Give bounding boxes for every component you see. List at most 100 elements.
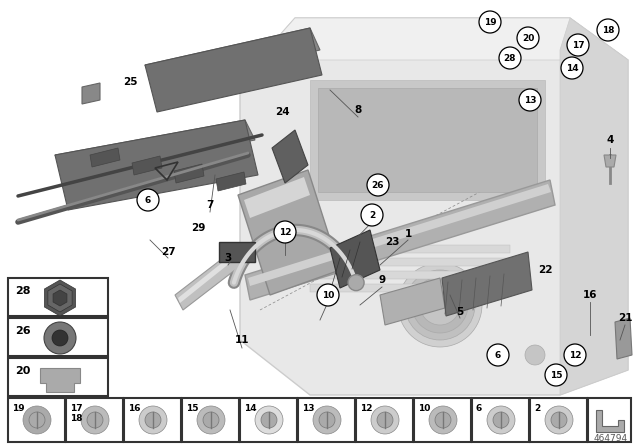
Text: 6: 6 — [495, 350, 501, 359]
Circle shape — [23, 406, 51, 434]
Bar — [310, 271, 510, 279]
Bar — [356, 398, 413, 442]
Bar — [530, 398, 587, 442]
Text: 3: 3 — [225, 253, 232, 263]
Text: 464794: 464794 — [594, 434, 628, 443]
Bar — [240, 398, 297, 442]
Text: 17: 17 — [572, 40, 584, 49]
Bar — [310, 245, 510, 253]
Text: 2: 2 — [369, 211, 375, 220]
Text: 14: 14 — [566, 64, 579, 73]
Circle shape — [313, 406, 341, 434]
Polygon shape — [145, 28, 322, 112]
Text: 24: 24 — [275, 107, 289, 117]
Circle shape — [197, 406, 225, 434]
Circle shape — [517, 27, 539, 49]
Text: 28: 28 — [15, 286, 31, 296]
Circle shape — [435, 412, 451, 428]
Polygon shape — [615, 318, 632, 359]
Text: 18: 18 — [602, 26, 614, 34]
Circle shape — [348, 275, 364, 291]
Polygon shape — [40, 368, 80, 392]
Polygon shape — [219, 242, 255, 262]
Text: 23: 23 — [385, 237, 399, 247]
Circle shape — [412, 277, 468, 333]
Text: 5: 5 — [456, 307, 463, 317]
Circle shape — [139, 406, 167, 434]
Polygon shape — [240, 18, 628, 80]
Bar — [472, 398, 529, 442]
Bar — [8, 278, 108, 316]
Circle shape — [203, 412, 219, 428]
Text: 17
18: 17 18 — [70, 404, 83, 423]
Text: 15: 15 — [186, 404, 198, 413]
Polygon shape — [380, 278, 445, 325]
Text: 7: 7 — [206, 200, 214, 210]
Text: 15: 15 — [550, 370, 563, 379]
Bar — [66, 398, 123, 442]
Circle shape — [551, 412, 567, 428]
Text: 2: 2 — [534, 404, 540, 413]
Text: 26: 26 — [15, 326, 31, 336]
Polygon shape — [175, 245, 248, 310]
Circle shape — [567, 34, 589, 56]
Polygon shape — [330, 230, 380, 288]
Text: 22: 22 — [538, 265, 552, 275]
Circle shape — [487, 344, 509, 366]
Text: 12: 12 — [569, 350, 581, 359]
Polygon shape — [44, 280, 76, 316]
Bar — [310, 258, 510, 266]
Text: 19: 19 — [484, 17, 496, 26]
Text: 21: 21 — [618, 313, 632, 323]
Polygon shape — [596, 410, 624, 432]
Circle shape — [479, 11, 501, 33]
Text: 1: 1 — [404, 229, 412, 239]
Polygon shape — [48, 284, 72, 312]
Text: 8: 8 — [355, 105, 362, 115]
Bar — [414, 398, 471, 442]
Circle shape — [137, 189, 159, 211]
Text: 27: 27 — [161, 247, 175, 257]
Bar — [8, 318, 108, 356]
Circle shape — [29, 412, 45, 428]
Polygon shape — [174, 164, 204, 183]
Circle shape — [519, 89, 541, 111]
Polygon shape — [216, 172, 246, 191]
Circle shape — [377, 412, 393, 428]
Text: 10: 10 — [322, 290, 334, 300]
Circle shape — [317, 284, 339, 306]
Circle shape — [371, 406, 399, 434]
Text: 16: 16 — [128, 404, 141, 413]
Text: 25: 25 — [123, 77, 137, 87]
Circle shape — [545, 406, 573, 434]
Circle shape — [420, 285, 460, 325]
Polygon shape — [560, 18, 628, 395]
Text: 9: 9 — [378, 275, 385, 285]
Circle shape — [487, 406, 515, 434]
Bar — [588, 398, 631, 442]
Circle shape — [261, 412, 277, 428]
Text: 19: 19 — [12, 404, 24, 413]
Polygon shape — [240, 18, 628, 395]
Bar — [8, 358, 108, 396]
Polygon shape — [310, 80, 545, 200]
Text: 29: 29 — [191, 223, 205, 233]
Polygon shape — [248, 184, 551, 286]
Text: 6: 6 — [145, 195, 151, 204]
Polygon shape — [318, 88, 537, 192]
Bar — [310, 284, 510, 292]
Polygon shape — [442, 252, 532, 316]
Text: 20: 20 — [522, 34, 534, 43]
Circle shape — [145, 412, 161, 428]
Polygon shape — [90, 148, 120, 167]
Circle shape — [564, 344, 586, 366]
Text: 12: 12 — [360, 404, 372, 413]
Polygon shape — [55, 120, 258, 210]
Text: 20: 20 — [15, 366, 30, 376]
Polygon shape — [272, 130, 308, 183]
Circle shape — [525, 345, 545, 365]
Circle shape — [274, 221, 296, 243]
Polygon shape — [245, 180, 555, 300]
Polygon shape — [53, 290, 67, 306]
Polygon shape — [178, 250, 240, 303]
